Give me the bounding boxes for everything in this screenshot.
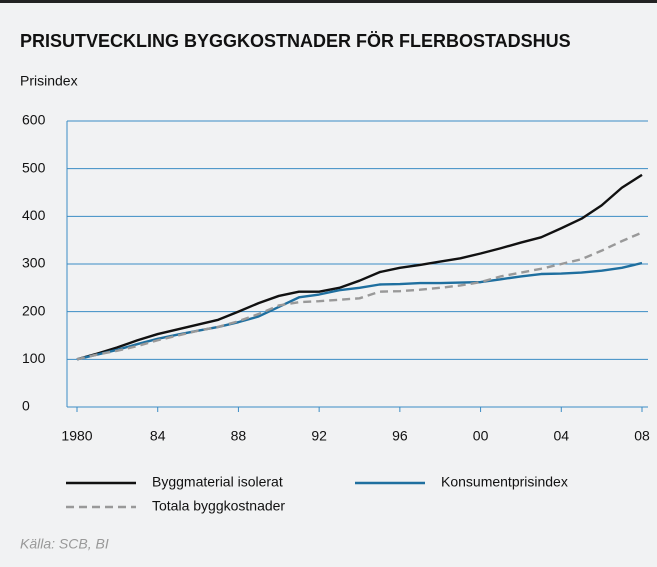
source: Källa: SCB, BI: [20, 536, 109, 552]
x-tick-label: 92: [311, 428, 327, 444]
chart-title: PRISUTVECKLING BYGGKOSTNADER FÖR FLERBOS…: [20, 31, 571, 51]
y-tick-label: 300: [22, 255, 46, 271]
top-rule: [0, 0, 657, 3]
x-tick-label: 84: [150, 428, 166, 444]
series-line: [76, 231, 643, 361]
legend-label: Byggmaterial isolerat: [152, 474, 283, 490]
y-axis-label: Prisindex: [20, 73, 78, 89]
x-tick-label: 1980: [61, 428, 92, 444]
x-tick-label: 04: [553, 428, 569, 444]
x-tick-label: 88: [231, 428, 247, 444]
series-line: [76, 173, 643, 361]
y-tick-label: 200: [22, 302, 46, 318]
y-tick-label: 0: [22, 398, 30, 414]
x-tick-label: 00: [473, 428, 489, 444]
y-tick-label: 400: [22, 207, 46, 223]
y-tick-label: 600: [22, 112, 46, 128]
x-tick-label: 08: [634, 428, 650, 444]
x-tick-label: 96: [392, 428, 408, 444]
legend-label: Konsumentprisindex: [441, 474, 568, 490]
legend-label: Totala byggkostnader: [152, 498, 285, 514]
y-tick-label: 100: [22, 350, 46, 366]
y-tick-label: 500: [22, 159, 46, 175]
